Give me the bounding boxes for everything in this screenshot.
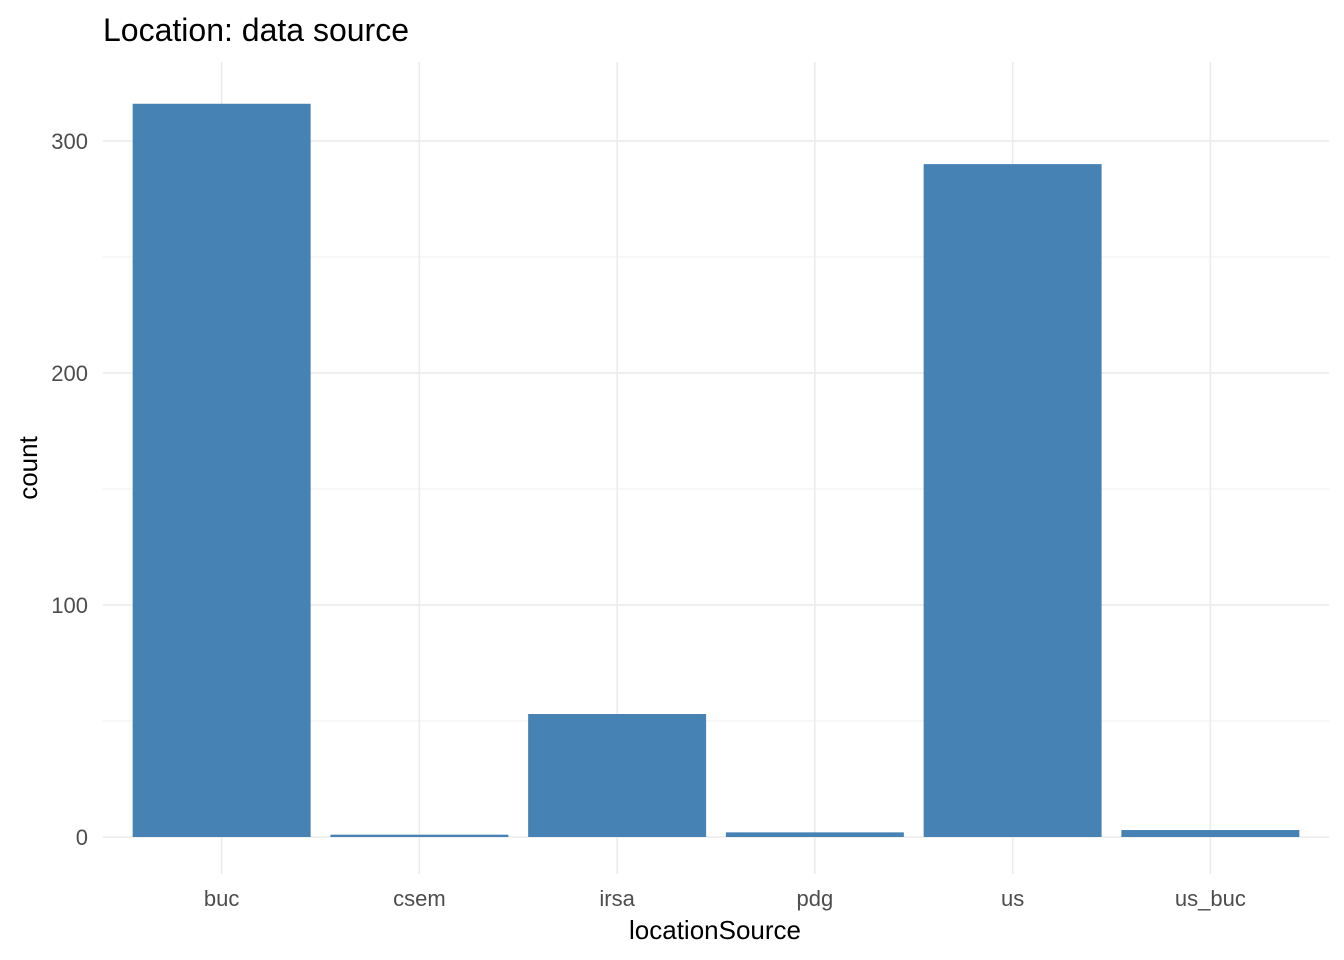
y-tick-label: 0: [76, 825, 88, 850]
y-tick-label: 200: [51, 361, 88, 386]
x-axis-title: locationSource: [629, 915, 801, 945]
x-axis-tick-labels: buc csem irsa pdg us us_buc: [204, 886, 1246, 911]
bar-buc: [132, 103, 311, 837]
y-axis-tick-labels: 0 100 200 300: [51, 129, 88, 850]
y-axis-title: count: [13, 435, 43, 499]
y-tick-label: 300: [51, 129, 88, 154]
y-tick-label: 100: [51, 593, 88, 618]
x-tick-label: pdg: [797, 886, 834, 911]
x-tick-label: csem: [393, 886, 446, 911]
bar-pdg: [725, 832, 904, 837]
bar-us: [923, 164, 1102, 837]
x-tick-label: irsa: [599, 886, 635, 911]
x-tick-label: us_buc: [1175, 886, 1246, 911]
bar-us_buc: [1121, 830, 1300, 837]
x-tick-label: us: [1001, 886, 1024, 911]
bar-csem: [330, 834, 509, 837]
bars: [132, 103, 1300, 837]
bar-irsa: [528, 714, 707, 837]
x-tick-label: buc: [204, 886, 239, 911]
chart-title: Location: data source: [103, 12, 409, 48]
